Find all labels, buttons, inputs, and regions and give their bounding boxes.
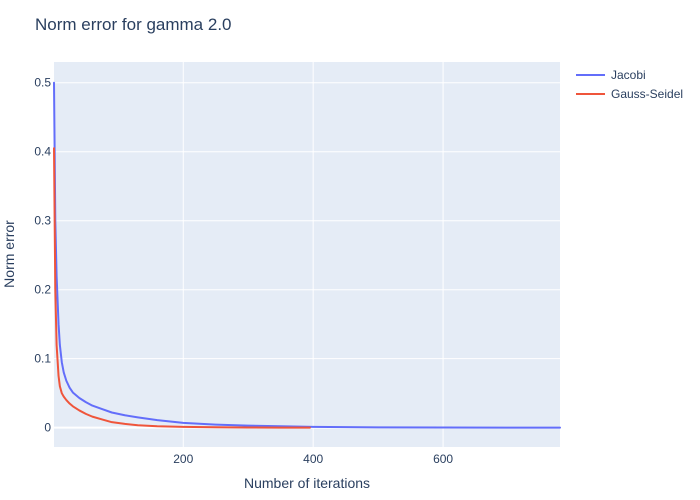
y-tick-label: 0 (44, 421, 51, 435)
x-tick-label: 400 (303, 452, 323, 466)
legend[interactable]: Jacobi Gauss-Seidel (576, 68, 683, 101)
y-tick-label: 0.1 (34, 352, 51, 366)
legend-item-jacobi[interactable]: Jacobi (576, 68, 646, 82)
series-line-gauss-seidel[interactable] (53, 147, 311, 429)
series-lines (53, 81, 561, 429)
y-tick-label: 0.4 (34, 145, 51, 159)
x-tick-label: 200 (173, 452, 193, 466)
y-tick-label: 0.5 (34, 76, 51, 90)
tick-labels: 200 400 600 0 0.1 0.2 0.3 0.4 0.5 (34, 76, 453, 466)
y-tick-label: 0.2 (34, 283, 51, 297)
legend-label: Gauss-Seidel (611, 87, 683, 101)
x-axis-title: Number of iterations (244, 475, 370, 491)
y-tick-label: 0.3 (34, 214, 51, 228)
plot-area (54, 62, 560, 447)
legend-label: Jacobi (611, 68, 646, 82)
chart-title: Norm error for gamma 2.0 (35, 15, 232, 34)
y-axis-title: Norm error (1, 220, 17, 288)
series-line-jacobi[interactable] (53, 81, 561, 429)
legend-item-gauss-seidel[interactable]: Gauss-Seidel (576, 87, 683, 101)
x-tick-label: 600 (433, 452, 453, 466)
